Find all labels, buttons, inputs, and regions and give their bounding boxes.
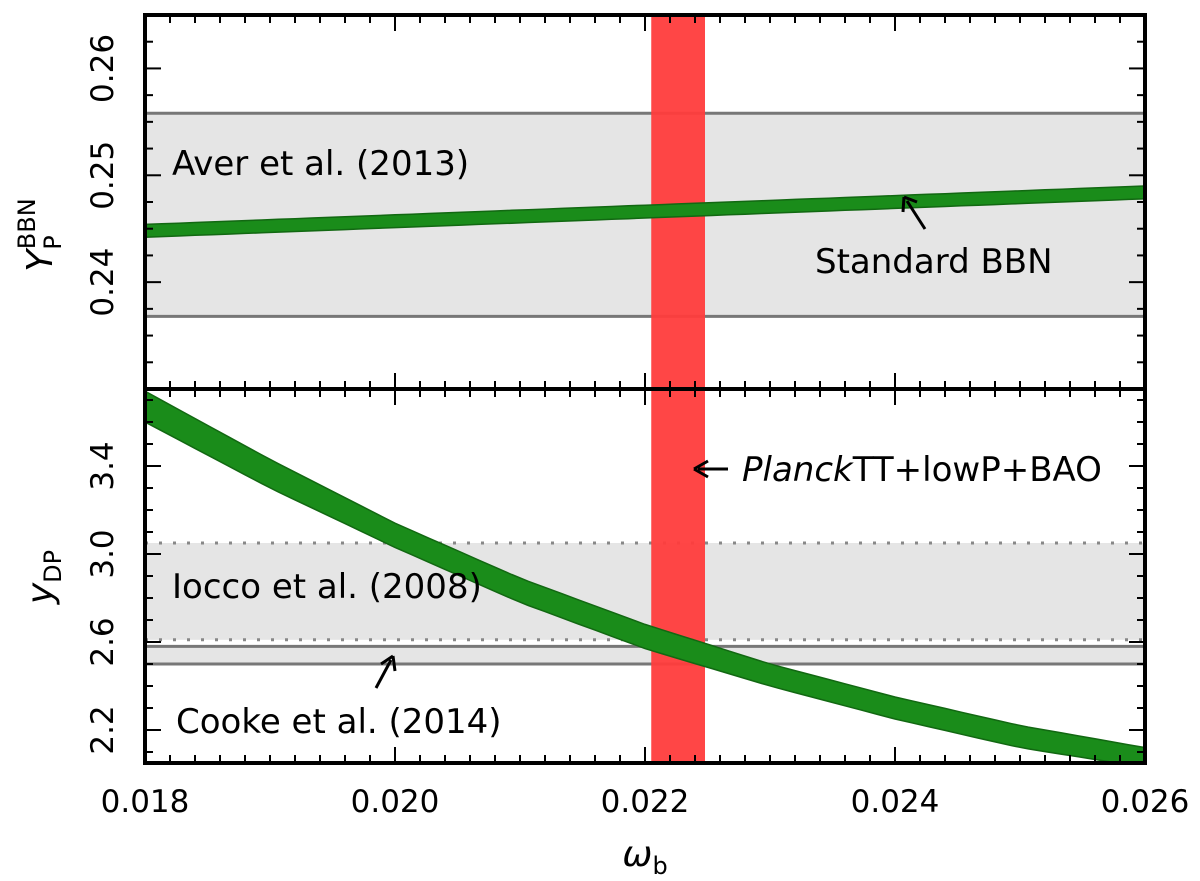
cooke-arrow-shaft xyxy=(374,659,393,689)
cooke-band xyxy=(145,646,1145,664)
standard-bbn-curve-bottom xyxy=(145,390,1145,763)
y-tick-label: 0.26 xyxy=(85,34,121,103)
cooke-label: Cooke et al. (2014) xyxy=(176,702,502,742)
bottom-ticks xyxy=(144,389,1146,763)
x-tick-labels: 0.018 0.020 0.022 0.024 0.026 xyxy=(101,784,1190,820)
x-tick-label: 0.022 xyxy=(601,784,690,820)
standard-bbn-curve-top xyxy=(145,185,1145,239)
aver-label: Aver et al. (2013) xyxy=(172,144,469,184)
y-tick-label: 2.6 xyxy=(85,617,121,666)
top-ylabel: YPBBN xyxy=(13,198,67,271)
iocco-label: Iocco et al. (2008) xyxy=(172,567,482,607)
svg-text:YPBBN: YPBBN xyxy=(13,198,67,271)
x-tick-label: 0.024 xyxy=(851,784,940,820)
bottom-ytick-labels: 2.2 2.6 3.0 3.4 xyxy=(85,441,121,754)
bottom-frame xyxy=(143,387,1147,765)
top-panel: 0.24 0.25 0.26 Aver et al. (2013) Standard… xyxy=(13,15,1146,389)
bottom-ylabel: yDP xyxy=(20,550,67,605)
standard-bbn-arrow-head xyxy=(901,195,918,213)
y-tick-label: 0.25 xyxy=(85,141,121,210)
y-tick-label: 3.4 xyxy=(85,441,121,490)
x-tick-label: 0.018 xyxy=(101,784,190,820)
bottom-panel: 2.2 2.6 3.0 3.4 0.018 0.020 0.022 0.024 0.026 I… xyxy=(20,389,1189,880)
cooke-arrow-head xyxy=(380,654,397,672)
y-tick-label: 0.24 xyxy=(85,248,121,317)
standard-bbn-label: Standard BBN xyxy=(815,242,1053,282)
x-axis-title: ωb xyxy=(622,834,667,880)
planck-band-top xyxy=(651,15,705,389)
x-tick-label: 0.020 xyxy=(351,784,440,820)
planck-label: PlanckTT+lowP+BAO xyxy=(742,450,1102,490)
y-tick-label: 2.2 xyxy=(85,705,121,754)
standard-bbn-arrow-shaft xyxy=(905,200,927,230)
top-ytick-labels: 0.24 0.25 0.26 xyxy=(85,34,121,317)
x-tick-label: 0.026 xyxy=(1101,784,1190,820)
planck-band-bottom xyxy=(651,389,705,763)
y-tick-label: 3.0 xyxy=(85,529,121,578)
svg-text:yDP: yDP xyxy=(20,550,67,605)
planck-arrow-head xyxy=(693,459,709,479)
